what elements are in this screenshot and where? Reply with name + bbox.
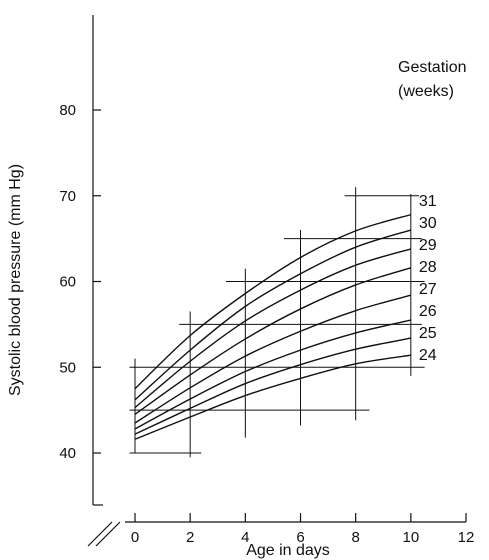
x-tick-label: 4 (241, 529, 249, 546)
x-tick-label: 6 (296, 529, 304, 546)
y-axis-title: Systolic blood pressure (mm Hg) (7, 164, 24, 396)
x-tick-label: 2 (186, 529, 194, 546)
series-line-31 (134, 213, 412, 390)
axis-break-slash (87, 521, 113, 547)
legend-title-line-1: Gestation (398, 59, 466, 76)
series-label-25: 25 (419, 325, 437, 342)
series-label-24: 24 (419, 347, 437, 364)
legend-title-line-2: (weeks) (398, 83, 454, 100)
series-label-29: 29 (419, 237, 437, 254)
x-axis-title: Age in days (246, 542, 330, 559)
x-tick-label: 8 (351, 529, 359, 546)
series-label-28: 28 (419, 259, 437, 276)
y-tick-label: 60 (59, 274, 76, 291)
axis-break-slash (95, 521, 121, 547)
y-tick-label: 40 (59, 445, 76, 462)
x-tick-label: 12 (458, 529, 475, 546)
y-axis-ticks: 40 50 60 70 80 (59, 102, 101, 462)
series-line-27 (134, 294, 412, 424)
series-line-26 (134, 319, 411, 430)
series-label-31: 31 (419, 193, 437, 210)
y-tick-label: 80 (59, 102, 76, 119)
x-tick-label: 0 (131, 529, 139, 546)
series-labels: 24 25 26 27 28 29 30 31 (419, 193, 437, 364)
series-label-26: 26 (419, 303, 437, 320)
series-line-30 (134, 229, 412, 401)
x-tick-label: 10 (402, 529, 419, 546)
series-lines (134, 213, 412, 440)
x-axis-ticks: 0 2 4 6 8 10 12 (131, 513, 475, 546)
y-axis: 40 50 60 70 80 (59, 15, 101, 505)
series-line-29 (134, 248, 412, 409)
series-line-28 (134, 267, 412, 415)
y-tick-label: 70 (59, 188, 76, 205)
series-label-27: 27 (419, 281, 437, 298)
series-line-25 (134, 337, 411, 435)
range-markers (129, 187, 425, 458)
y-tick-label: 50 (59, 359, 76, 376)
x-axis: 0 2 4 6 8 10 12 (87, 504, 475, 547)
axis-break-marker (87, 521, 121, 547)
series-label-30: 30 (419, 215, 437, 232)
series-line-24 (134, 354, 411, 440)
